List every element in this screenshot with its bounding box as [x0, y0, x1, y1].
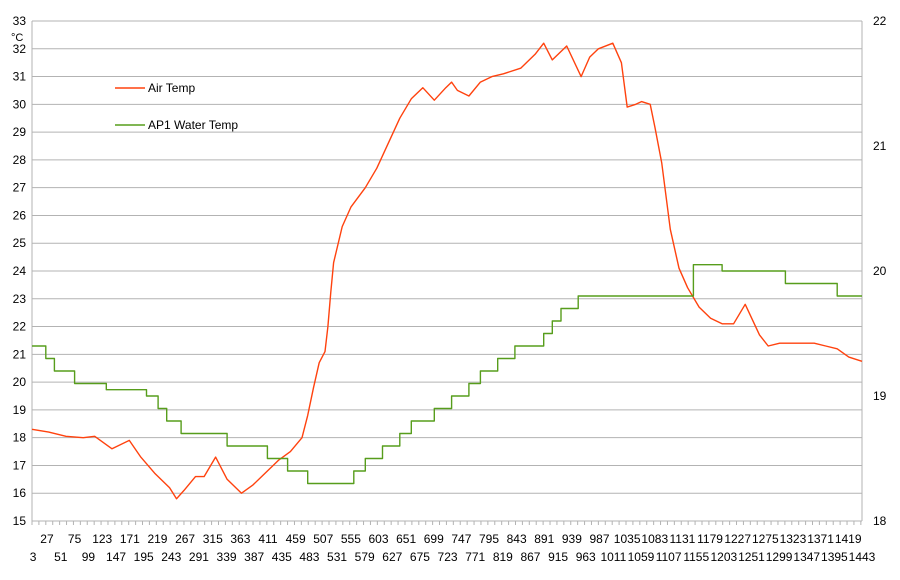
left-y-tick-label: 21	[13, 347, 27, 361]
series-line-ap1-water-temp	[32, 264, 862, 485]
left-y-tick-label: 33	[13, 14, 27, 28]
legend: Air Temp AP1 Water Temp	[115, 81, 238, 132]
x-tick-label: 171	[120, 532, 140, 546]
right-y-tick-label: 19	[873, 389, 887, 403]
left-axis-unit-label: °C	[11, 32, 23, 44]
x-tick-label: 1107	[656, 550, 682, 564]
x-tick-label: 1227	[724, 532, 751, 546]
left-y-tick-label: 15	[13, 514, 27, 528]
x-tick-label: 3	[30, 550, 37, 564]
x-tick-label: 531	[327, 550, 347, 564]
x-tick-label: 1419	[835, 532, 862, 546]
x-tick-label: 819	[493, 550, 513, 564]
left-y-tick-label: 19	[13, 403, 27, 417]
x-tick-label: 699	[424, 532, 444, 546]
x-tick-label: 339	[217, 550, 237, 564]
x-tick-label: 1299	[766, 550, 793, 564]
x-tick-label: 723	[438, 550, 458, 564]
right-y-tick-label: 18	[873, 514, 887, 528]
x-tick-label: 1323	[780, 532, 807, 546]
left-y-tick-label: 24	[13, 264, 27, 278]
x-tick-label: 387	[244, 550, 264, 564]
x-tick-label: 1395	[821, 550, 848, 564]
x-tick-label: 315	[203, 532, 223, 546]
left-y-tick-label: 23	[13, 292, 27, 306]
x-tick-label: 1155	[683, 550, 709, 564]
x-tick-label: 483	[299, 550, 319, 564]
x-tick-label: 1251	[738, 550, 765, 564]
left-y-tick-label: 25	[13, 236, 27, 250]
left-y-tick-label: 22	[13, 320, 27, 334]
x-tick-label: 363	[230, 532, 250, 546]
x-tick-label: 1347	[793, 550, 820, 564]
x-tick-label: 675	[410, 550, 430, 564]
x-tick-label: 27	[40, 532, 54, 546]
x-tick-label: 915	[548, 550, 568, 564]
x-tick-label: 99	[82, 550, 96, 564]
left-y-tick-label: 18	[13, 431, 27, 445]
left-y-tick-label: 30	[13, 97, 27, 111]
x-tick-label: 267	[175, 532, 195, 546]
x-tick-label: 1131	[670, 532, 696, 546]
x-tick-label: 555	[341, 532, 361, 546]
left-y-tick-label: 26	[13, 208, 27, 222]
x-tick-label: 867	[520, 550, 540, 564]
left-y-tick-label: 32	[13, 42, 27, 56]
x-tick-label: 219	[147, 532, 167, 546]
x-tick-label: 435	[272, 550, 292, 564]
x-tick-label: 1203	[711, 550, 738, 564]
x-tick-label: 579	[355, 550, 375, 564]
x-tick-label: 1059	[628, 550, 655, 564]
x-tick-label: 747	[451, 532, 471, 546]
x-tick-label: 243	[161, 550, 181, 564]
right-y-tick-label: 22	[873, 14, 887, 28]
right-y-tick-label: 20	[873, 264, 887, 278]
x-axis-tick-labels: 27 75 123 171 219 267 315 363 411 459 507 555 603 651…	[30, 532, 876, 564]
x-tick-label: 1275	[752, 532, 779, 546]
x-tick-label: 291	[189, 550, 209, 564]
x-tick-label: 795	[479, 532, 499, 546]
x-tick-label: 651	[396, 532, 416, 546]
left-y-tick-label: 28	[13, 153, 27, 167]
x-tick-label: 1443	[849, 550, 876, 564]
x-tick-label: 123	[92, 532, 112, 546]
x-tick-label: 1011	[600, 550, 626, 564]
x-tick-label: 603	[368, 532, 388, 546]
series-lines	[31, 42, 863, 500]
axes	[31, 21, 863, 525]
x-tick-label: 891	[534, 532, 554, 546]
x-tick-label: 963	[576, 550, 596, 564]
x-tick-label: 507	[313, 532, 333, 546]
series-line-air-temp	[31, 42, 863, 500]
x-tick-label: 1179	[697, 532, 723, 546]
x-tick-label: 987	[590, 532, 610, 546]
right-y-tick-label: 21	[873, 139, 887, 153]
x-tick-label: 1371	[807, 532, 834, 546]
x-tick-label: 939	[562, 532, 582, 546]
left-y-tick-label: 27	[13, 181, 27, 195]
x-tick-label: 147	[106, 550, 126, 564]
left-y-tick-label: 17	[13, 458, 27, 472]
x-tick-label: 75	[68, 532, 82, 546]
x-tick-label: 459	[286, 532, 306, 546]
legend-water-temp-label: AP1 Water Temp	[148, 118, 238, 132]
x-tick-label: 1083	[641, 532, 668, 546]
left-y-tick-label: 31	[13, 70, 27, 84]
left-y-tick-label: 20	[13, 375, 27, 389]
x-tick-label: 1035	[614, 532, 641, 546]
left-y-tick-label: 16	[13, 486, 27, 500]
x-tick-label: 843	[507, 532, 527, 546]
legend-air-temp-label: Air Temp	[148, 81, 195, 95]
x-tick-label: 771	[465, 550, 485, 564]
x-tick-label: 195	[134, 550, 154, 564]
x-tick-label: 627	[382, 550, 402, 564]
x-tick-label: 411	[258, 532, 277, 546]
left-y-axis-tick-labels: 15 16 17 18 19 20 21 22 23 24 25 26 27 28 29 30 31 32 33	[13, 14, 27, 528]
x-tick-label: 51	[54, 550, 68, 564]
left-y-tick-label: 29	[13, 125, 27, 139]
right-y-axis-tick-labels: 18 19 20 21 22	[873, 14, 887, 528]
